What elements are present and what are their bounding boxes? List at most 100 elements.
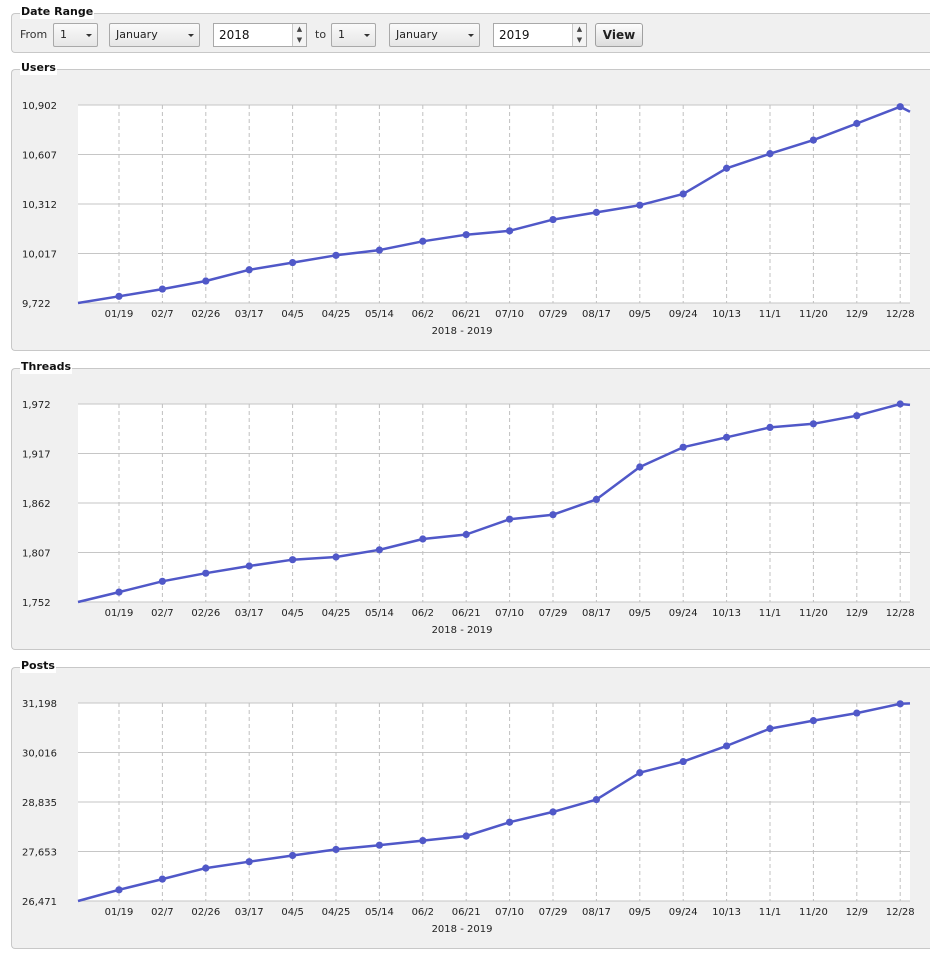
posts-chart-title: Posts [20, 659, 56, 673]
x-tick-label: 09/5 [629, 907, 651, 918]
data-point [636, 769, 644, 777]
threads-chart-title: Threads [20, 360, 73, 374]
y-tick-label: 27,653 [22, 847, 57, 858]
x-tick-label: 02/26 [191, 309, 220, 320]
y-tick-label: 1,752 [22, 598, 51, 609]
data-point [375, 246, 383, 254]
to-day-select[interactable]: 1 [331, 23, 376, 47]
data-point [723, 742, 731, 750]
data-point [766, 150, 774, 158]
data-point [679, 443, 687, 451]
x-tick-label: 03/17 [235, 907, 264, 918]
y-tick-label: 10,017 [22, 250, 57, 261]
x-tick-label: 01/19 [105, 907, 134, 918]
view-button[interactable]: View [595, 23, 643, 47]
x-tick-label: 08/17 [582, 907, 611, 918]
data-point [506, 515, 514, 523]
data-point [809, 420, 818, 428]
x-tick-label: 07/29 [539, 608, 568, 619]
data-point [723, 433, 731, 441]
y-tick-label: 1,972 [22, 400, 51, 411]
x-axis-label: 2018 - 2019 [432, 625, 493, 636]
posts-chart: 31,198 30,016 28,835 27,653 26,471 01/19 02/7 0… [22, 699, 915, 935]
data-point [245, 562, 253, 570]
from-day-select[interactable]: 1 [53, 23, 98, 47]
x-tick-label: 09/24 [669, 608, 698, 619]
y-tick-label: 1,807 [22, 549, 51, 560]
data-point [549, 808, 557, 816]
x-tick-label: 09/5 [629, 608, 651, 619]
spin-up-icon[interactable]: ▲ [296, 25, 303, 33]
from-year-spinner[interactable]: ▲ ▼ [292, 24, 306, 46]
x-tick-label: 05/14 [365, 309, 394, 320]
from-year-input[interactable]: 2018 ▲ ▼ [213, 23, 307, 47]
data-point [549, 511, 557, 519]
spin-up-icon[interactable]: ▲ [576, 25, 583, 33]
date-range-panel: Date Range From 1 January 2018 ▲ ▼ to 1 … [11, 5, 930, 53]
x-tick-label: 01/19 [105, 309, 134, 320]
data-point [289, 258, 297, 267]
data-point [766, 725, 774, 733]
x-tick-label: 02/26 [191, 608, 220, 619]
x-tick-label: 07/29 [539, 309, 568, 320]
threads-chart: 1,972 1,917 1,862 1,807 1,752 01/19 02/7 02/26 0… [22, 400, 915, 636]
data-point [809, 717, 818, 725]
to-month-select[interactable]: January [389, 23, 480, 47]
data-point [679, 757, 687, 766]
data-point [462, 231, 470, 239]
data-point [332, 251, 340, 259]
x-tick-label: 08/17 [582, 608, 611, 619]
x-tick-label: 10/13 [712, 309, 741, 320]
x-tick-label: 06/21 [452, 309, 481, 320]
data-point [766, 423, 774, 431]
data-point [332, 845, 340, 854]
users-chart: 10,902 10,607 10,312 10,017 9,722 01/19 02/7 02… [22, 101, 915, 337]
x-axis-label: 2018 - 2019 [432, 924, 493, 935]
to-year-spinner[interactable]: ▲ ▼ [572, 24, 586, 46]
y-tick-label: 28,835 [22, 798, 57, 809]
spin-down-icon[interactable]: ▼ [576, 36, 583, 44]
data-point [158, 875, 166, 883]
chevron-down-icon [468, 34, 474, 37]
data-point [245, 266, 253, 274]
x-tick-label: 02/7 [151, 907, 173, 918]
to-year-value: 2019 [499, 28, 530, 42]
data-point [375, 546, 383, 554]
spin-down-icon[interactable]: ▼ [296, 36, 303, 44]
data-point [506, 227, 514, 235]
data-point [419, 836, 427, 845]
y-tick-label: 30,016 [22, 749, 57, 760]
x-tick-label: 09/5 [629, 309, 651, 320]
chevron-down-icon [188, 34, 194, 37]
from-month-select[interactable]: January [109, 23, 200, 47]
to-month-value: January [396, 28, 438, 41]
x-tick-label: 04/25 [322, 309, 351, 320]
data-point [462, 530, 470, 539]
x-tick-label: 12/28 [886, 608, 915, 619]
to-year-input[interactable]: 2019 ▲ ▼ [493, 23, 587, 47]
chevron-down-icon [86, 34, 92, 37]
data-point [592, 795, 601, 804]
threads-panel: Threads 1,972 1,917 1,862 1,807 1,752 01/19 02… [11, 360, 930, 650]
data-point [115, 886, 123, 894]
x-tick-label: 11/20 [799, 309, 828, 320]
x-tick-label: 07/10 [495, 608, 524, 619]
users-chart-title: Users [20, 61, 57, 75]
x-tick-label: 12/28 [886, 309, 915, 320]
x-tick-label: 04/5 [281, 309, 303, 320]
x-tick-label: 06/2 [412, 907, 434, 918]
x-tick-label: 06/21 [452, 907, 481, 918]
users-panel: Users 10,902 10,607 10,312 10,017 9,722 01/19… [11, 61, 930, 351]
x-tick-label: 02/7 [151, 608, 173, 619]
data-point [245, 858, 253, 866]
date-range-legend: Date Range [20, 5, 95, 19]
posts-panel: Posts 31,198 30,016 28,835 27,653 26,471 01/1… [11, 659, 930, 949]
x-tick-label: 09/24 [669, 309, 698, 320]
x-tick-label: 04/25 [322, 907, 351, 918]
x-tick-label: 12/9 [846, 907, 868, 918]
y-tick-label: 9,722 [22, 299, 51, 310]
x-tick-label: 04/5 [281, 608, 303, 619]
x-tick-label: 06/2 [412, 608, 434, 619]
data-point [419, 237, 427, 245]
chevron-down-icon [364, 34, 370, 37]
